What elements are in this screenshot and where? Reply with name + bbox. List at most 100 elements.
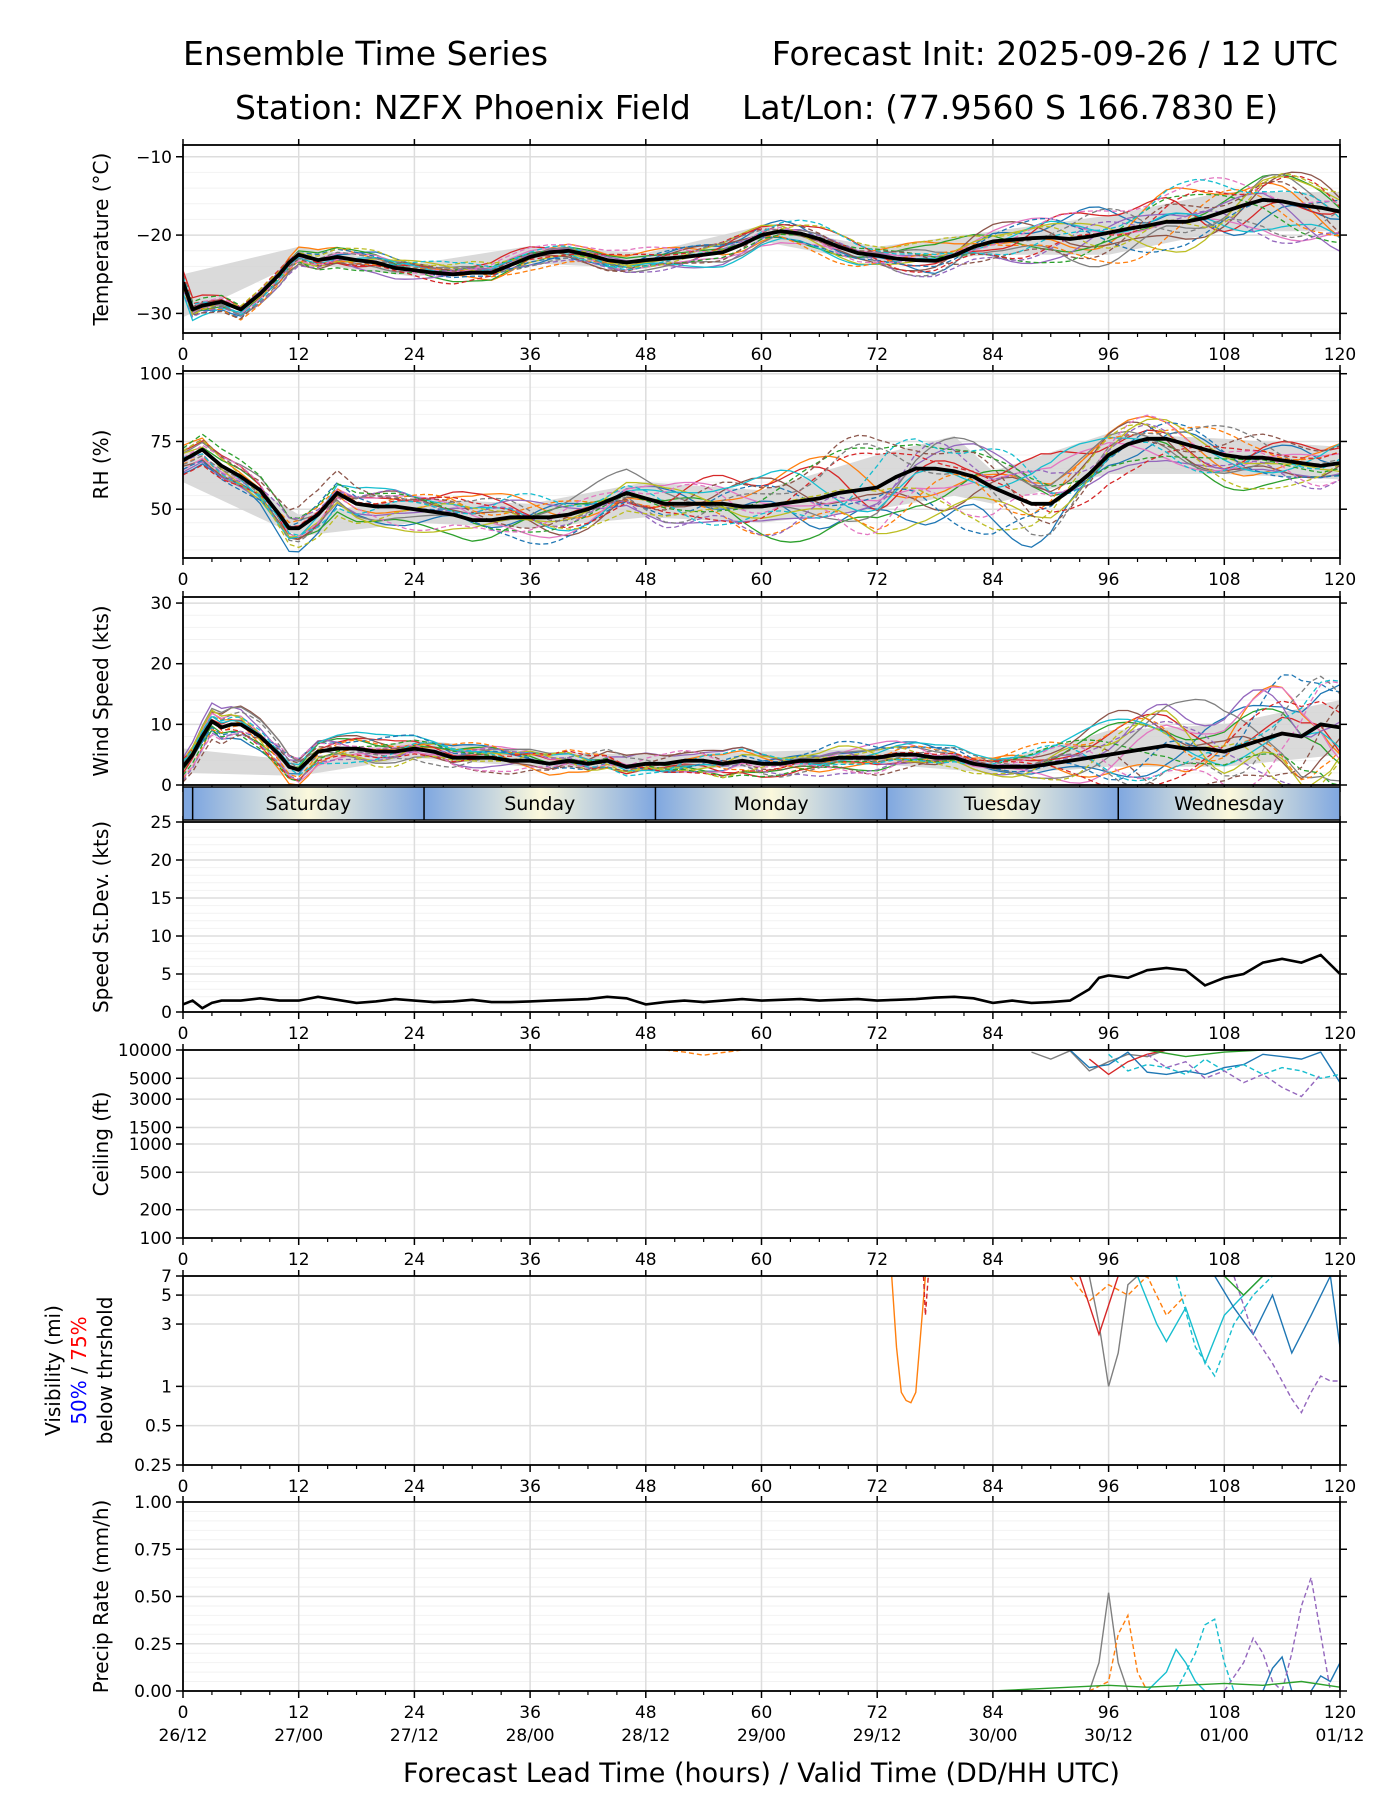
temperature-xtick-label: 36 [519, 345, 541, 365]
temperature-plot-area [183, 171, 1340, 322]
visibility-xtick-label: 108 [1208, 1477, 1240, 1497]
temperature-xtick-label: 120 [1324, 345, 1356, 365]
speed_stdev-panel: 0 5 10 15 20 25 0 12 24 36 48 60 72 84 96 108 120 Speed S… [89, 813, 1356, 1044]
wind_speed-member-line [183, 720, 1340, 785]
day-label: Monday [734, 793, 809, 815]
speed_stdev-xtick-label: 12 [288, 1024, 310, 1044]
wind_speed-member-line [183, 729, 1340, 785]
valid-time-label: 27/00 [274, 1726, 323, 1746]
day-label: Wednesday [1174, 793, 1284, 815]
wind_speed-ytick-label: 20 [150, 655, 172, 675]
rh-mean-line [183, 436, 1340, 531]
ceiling-member-line [665, 1050, 743, 1056]
ceiling-xtick-label: 24 [404, 1250, 426, 1270]
temperature-ytick-label: −20 [136, 226, 172, 246]
ceiling-xtick-label: 84 [982, 1250, 1004, 1270]
station-latlon: Lat/Lon: (77.9560 S 166.7830 E) [742, 88, 1279, 127]
wind_speed-member-line [183, 675, 1340, 785]
ceiling-xtick-label: 36 [519, 1250, 541, 1270]
visibility-xtick-label: 12 [288, 1477, 310, 1497]
visibility-plot-area [891, 1276, 1340, 1414]
day-band-frame [182, 786, 1341, 821]
precip_rate-member-line [1175, 1618, 1235, 1691]
ceiling-xtick-label: 96 [1098, 1250, 1120, 1270]
ceiling-member-line [1031, 1050, 1167, 1072]
speed_stdev-xtick-label: 24 [404, 1024, 426, 1044]
temperature-member-line [183, 207, 1340, 317]
visibility-member-line [1088, 1276, 1138, 1387]
temperature-ytick-label: −30 [136, 304, 172, 324]
valid-time-label: 01/12 [1316, 1726, 1365, 1746]
rh-xtick-label: 24 [404, 570, 426, 590]
wind_speed-member-line [183, 700, 1340, 785]
rh-member-line [183, 433, 1340, 533]
rh-member-line [183, 424, 1340, 543]
rh-xtick-label: 48 [635, 570, 657, 590]
temperature-member-line [183, 173, 1340, 317]
forecast-init: Forecast Init: 2025-09-26 / 12 UTC [771, 34, 1338, 73]
day-label: Sunday [504, 793, 575, 815]
threshold-separator: / [67, 1361, 91, 1380]
precip_rate-plot-area [992, 1577, 1340, 1691]
rh-member-line [183, 433, 1340, 529]
precip_rate-xtick-label: 24 [404, 1703, 426, 1723]
rh-ytick-label: 50 [150, 500, 172, 520]
valid-time-label: 29/00 [737, 1726, 786, 1746]
visibility-xtick-label: 60 [751, 1477, 773, 1497]
wind_speed-ytick-label: 0 [161, 776, 172, 796]
valid-time-label: 26/12 [159, 1726, 208, 1746]
visibility-xtick-label: 120 [1324, 1477, 1356, 1497]
threshold-50-label: 50% [67, 1380, 91, 1424]
visibility-member-line [1079, 1276, 1119, 1337]
wind_speed-mean-line [183, 719, 1340, 772]
visibility-ytick-label: 5 [161, 1286, 172, 1306]
speed_stdev-xtick-label: 0 [178, 1024, 189, 1044]
visibility-member-line [1136, 1276, 1264, 1366]
rh-panel: 50 75 100 0 12 24 36 48 60 72 84 96 108 120 RH (%) [89, 365, 1356, 590]
rh-xtick-label: 72 [866, 570, 888, 590]
speed_stdev-ytick-label: 10 [150, 927, 172, 947]
ceiling-ytick-label: 500 [140, 1163, 172, 1183]
ceiling-ytick-label: 200 [140, 1201, 172, 1221]
visibility-xtick-label: 48 [635, 1477, 657, 1497]
visibility-member-line [922, 1276, 929, 1316]
ceiling-member-line [1146, 1053, 1322, 1098]
speed_stdev-xtick-label: 84 [982, 1024, 1004, 1044]
temperature-ytick-label: −10 [136, 148, 172, 168]
precip_rate-panel: 0.00 0.25 0.50 0.75 1.00 0 12 24 36 48 60 72 84 96 108… [89, 1493, 1356, 1723]
rh-member-line [183, 441, 1340, 539]
visibility-ytick-label: 1 [161, 1377, 172, 1397]
speed_stdev-xtick-label: 48 [635, 1024, 657, 1044]
precip_rate-member-line [1088, 1592, 1129, 1691]
visibility-xtick-label: 72 [866, 1477, 888, 1497]
visibility-member-line [891, 1276, 927, 1404]
day-band-lead [183, 787, 193, 820]
ceiling-xtick-label: 60 [751, 1250, 773, 1270]
wind_speed-member-line [183, 709, 1340, 785]
precip_rate-member-line [1088, 1613, 1148, 1691]
precip_rate-xtick-label: 108 [1208, 1703, 1240, 1723]
temperature-xtick-label: 108 [1208, 345, 1240, 365]
rh-member-line [183, 445, 1340, 529]
ceiling-ytick-label: 3000 [129, 1090, 172, 1110]
speed_stdev-ytick-label: 5 [161, 965, 172, 985]
visibility-xtick-label: 96 [1098, 1477, 1120, 1497]
day-segment [1118, 787, 1340, 820]
figure-title: Ensemble Time Series [183, 34, 549, 73]
rh-xtick-label: 36 [519, 570, 541, 590]
valid-time-label: 27/12 [390, 1726, 439, 1746]
ceiling-xtick-label: 108 [1208, 1250, 1240, 1270]
temperature-spread-band [183, 192, 1340, 318]
rh-member-line [183, 438, 1340, 536]
temperature-xtick-label: 12 [288, 345, 310, 365]
precip_rate-xtick-label: 72 [866, 1703, 888, 1723]
visibility-xtick-label: 84 [982, 1477, 1004, 1497]
speed_stdev-xtick-label: 72 [866, 1024, 888, 1044]
temperature-ylabel: Temperature (°C) [89, 153, 113, 327]
temperature-xtick-label: 48 [635, 345, 657, 365]
visibility-ylabel-below: below thrshold [93, 1297, 117, 1445]
rh-ytick-label: 75 [150, 432, 172, 452]
ceiling-member-line [1147, 1050, 1263, 1058]
precip_rate-ytick-label: 0.00 [134, 1682, 172, 1702]
